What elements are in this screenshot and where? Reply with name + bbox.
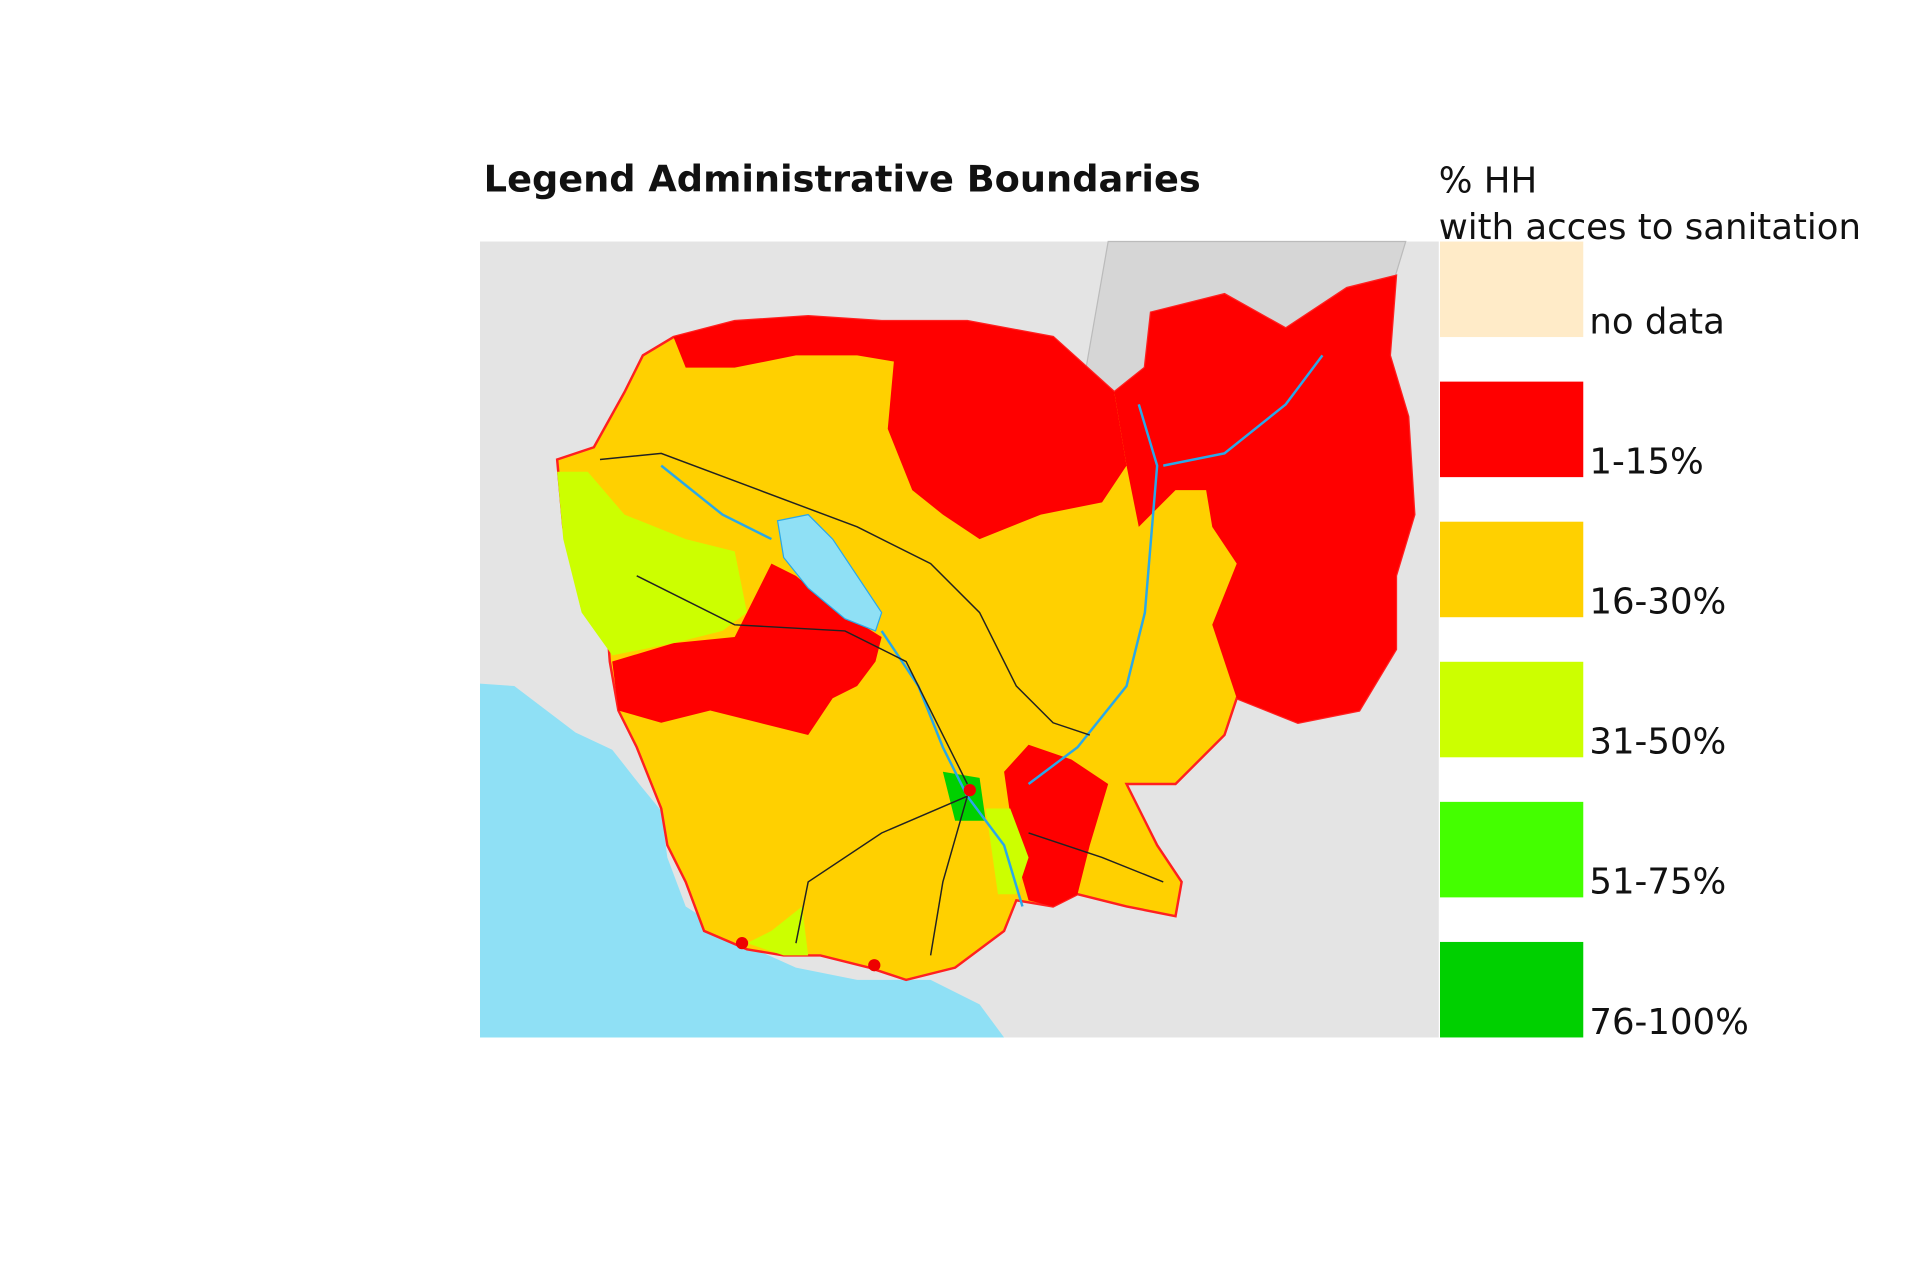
river: [1027, 404, 1159, 785]
river: [880, 630, 1024, 907]
city: [868, 959, 881, 972]
legend-swatch: [1440, 801, 1584, 898]
city: [963, 783, 976, 797]
province: [673, 316, 1127, 540]
city: [735, 937, 749, 950]
legend-title: % HH: [1439, 161, 1537, 202]
legend-label: no data: [1589, 301, 1724, 342]
legend-swatch: [1440, 381, 1584, 478]
legend-label: 16-30%: [1589, 582, 1726, 623]
legend-swatch: [1440, 941, 1584, 1038]
map: [480, 240, 1439, 1038]
lake: [776, 513, 883, 632]
legend-label: 1-15%: [1589, 441, 1703, 482]
map-title: Legend Administrative Boundaries: [484, 157, 1201, 200]
legend: no data 1-15% 16-30% 31-50% 51-75% 76-100%: [1440, 241, 1749, 1043]
river: [1163, 354, 1324, 467]
legend-subtitle: with acces to sanitation: [1439, 207, 1861, 248]
road: [1028, 832, 1164, 883]
legend-swatch: [1440, 241, 1584, 338]
province: [746, 906, 809, 956]
road: [795, 795, 968, 944]
legend-label: 31-50%: [1589, 722, 1726, 763]
legend-label: 51-75%: [1589, 862, 1726, 903]
province: [1004, 744, 1109, 907]
road: [599, 452, 1091, 736]
province: [1114, 275, 1415, 723]
legend-label: 76-100%: [1589, 1002, 1748, 1043]
river: [660, 464, 772, 541]
sea: [480, 683, 1005, 1038]
province: [557, 471, 747, 656]
province: [612, 563, 882, 736]
road: [929, 796, 969, 956]
legend-swatch: [1440, 661, 1584, 758]
road: [636, 575, 969, 785]
legend-swatch: [1440, 521, 1584, 618]
